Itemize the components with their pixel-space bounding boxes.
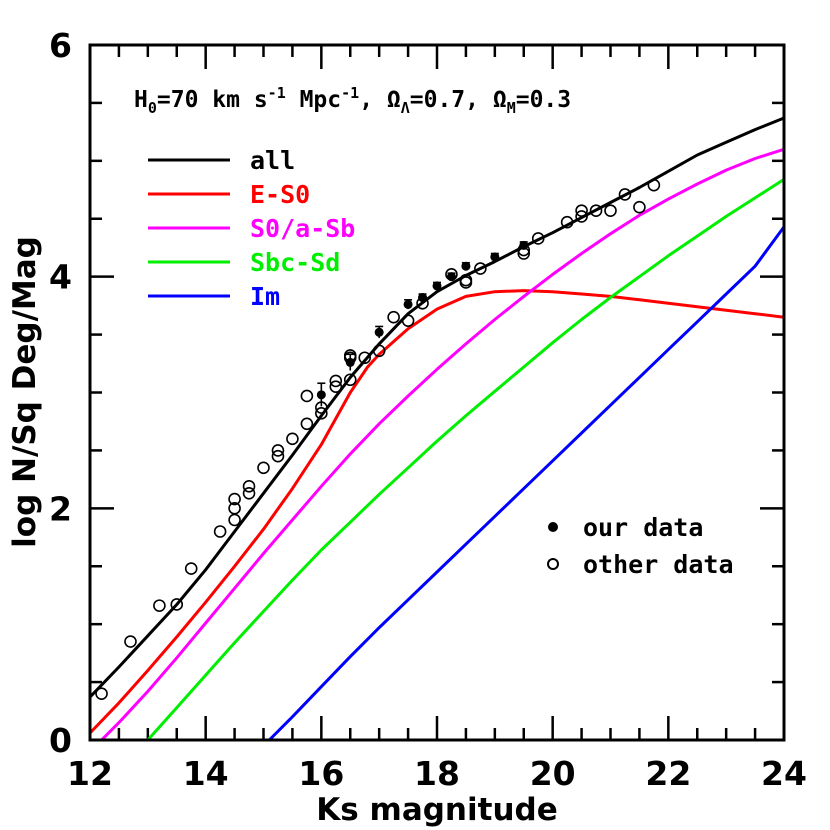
x-tick-label: 14 — [183, 754, 229, 793]
x-tick-labels: 12 14 16 18 20 22 24 — [67, 754, 807, 793]
y-axis-title: log N/Sq Deg/Mag — [7, 236, 43, 548]
curve-e-s0 — [90, 289, 784, 735]
other-data-point — [213, 525, 227, 538]
other-data-point — [300, 417, 314, 431]
other-data-point — [531, 232, 545, 245]
other-data-point — [358, 351, 372, 365]
other-data-point — [343, 373, 357, 387]
omega-lambda-subscript: Λ — [401, 99, 410, 117]
omega-m-value: =0.3 — [516, 87, 571, 113]
other-data-point — [329, 374, 343, 388]
other-data-point — [153, 599, 166, 612]
cosmology-header: H0=70 km s-1 Mpc-1, ΩΛ=0.7, ΩM=0.3 — [134, 84, 571, 117]
legend-label: Sbc-Sd — [250, 248, 340, 277]
data-points — [95, 178, 661, 700]
legend-label: S0/a-Sb — [250, 214, 355, 243]
our-data-point — [519, 240, 529, 250]
x-axis-title: Ks magnitude — [316, 792, 557, 828]
our-data-point — [446, 272, 456, 282]
curve-s0-a-sb — [100, 147, 784, 740]
curve-sbc-sd — [146, 178, 784, 740]
x-tick-label: 20 — [530, 754, 576, 793]
other-data-point — [401, 314, 415, 327]
other-data-point — [228, 492, 241, 506]
open-marker-label: other data — [583, 550, 734, 579]
other-data-point — [242, 486, 256, 500]
series-legend: all E-S0 S0/a-Sb Sbc-Sd Im — [148, 146, 355, 311]
other-data-point — [257, 461, 270, 475]
other-data-point — [170, 598, 184, 611]
other-data-point — [387, 310, 400, 324]
x-tick-label: 18 — [414, 754, 460, 793]
model-curves — [90, 116, 784, 740]
omega-lambda-value: =0.7, Ω — [410, 87, 507, 113]
open-marker-icon — [547, 558, 559, 570]
our-data-point — [461, 261, 471, 271]
other-data-point — [315, 407, 328, 420]
filled-marker-label: our data — [583, 513, 703, 542]
omega-lambda-symbol: , Ω — [359, 87, 401, 113]
our-data-point — [345, 357, 355, 367]
other-data-point — [329, 380, 343, 394]
curve-all — [90, 116, 784, 699]
omega-m-subscript: M — [507, 99, 516, 117]
h0-value: =70 km s — [157, 87, 268, 113]
other-data-point — [560, 215, 574, 229]
our-data-point — [432, 281, 442, 291]
x-tick-label: 24 — [761, 754, 807, 793]
data-legend: our data other data — [547, 513, 734, 579]
legend-label: Im — [250, 282, 280, 311]
curve-im — [268, 226, 784, 740]
filled-marker-icon — [548, 522, 558, 532]
units-exponent-2: -1 — [341, 84, 359, 102]
other-data-point — [633, 200, 646, 214]
other-data-point — [242, 480, 256, 493]
other-data-point — [95, 687, 108, 700]
other-data-point — [300, 389, 314, 403]
other-data-point — [589, 204, 603, 217]
other-data-point — [286, 432, 299, 446]
y-tick-labels: 0 2 4 6 — [49, 26, 72, 760]
y-tick-label: 4 — [49, 258, 72, 297]
x-tick-label: 12 — [67, 754, 113, 793]
our-data-point — [316, 390, 326, 400]
other-data-point — [459, 273, 473, 287]
units-exponent-1: -1 — [268, 84, 286, 102]
x-tick-label: 16 — [298, 754, 344, 793]
our-data-point — [403, 299, 413, 309]
legend-label: all — [250, 146, 295, 175]
other-data-point — [474, 262, 487, 275]
our-data-point — [374, 327, 384, 337]
h0-subscript: 0 — [148, 99, 157, 117]
other-data-point — [271, 449, 285, 463]
y-tick-label: 6 — [49, 26, 72, 65]
our-data-point — [490, 252, 500, 262]
other-data-point — [604, 204, 617, 217]
other-data-point — [575, 204, 588, 217]
other-data-point — [228, 502, 241, 515]
other-data-point — [647, 178, 661, 192]
other-data-point — [124, 635, 137, 648]
legend-label: E-S0 — [250, 180, 310, 209]
other-data-point — [618, 188, 632, 201]
other-data-point — [372, 344, 386, 358]
other-data-point — [271, 444, 285, 457]
mpc-text: Mpc — [286, 87, 341, 113]
plot-frame — [88, 43, 786, 742]
x-tick-label: 22 — [645, 754, 691, 793]
our-data-point — [418, 293, 428, 303]
other-data-point — [184, 562, 198, 575]
other-data-point — [575, 210, 588, 223]
h0-symbol: H — [134, 87, 148, 113]
y-tick-label: 0 — [49, 721, 72, 760]
y-tick-label: 2 — [49, 489, 72, 528]
